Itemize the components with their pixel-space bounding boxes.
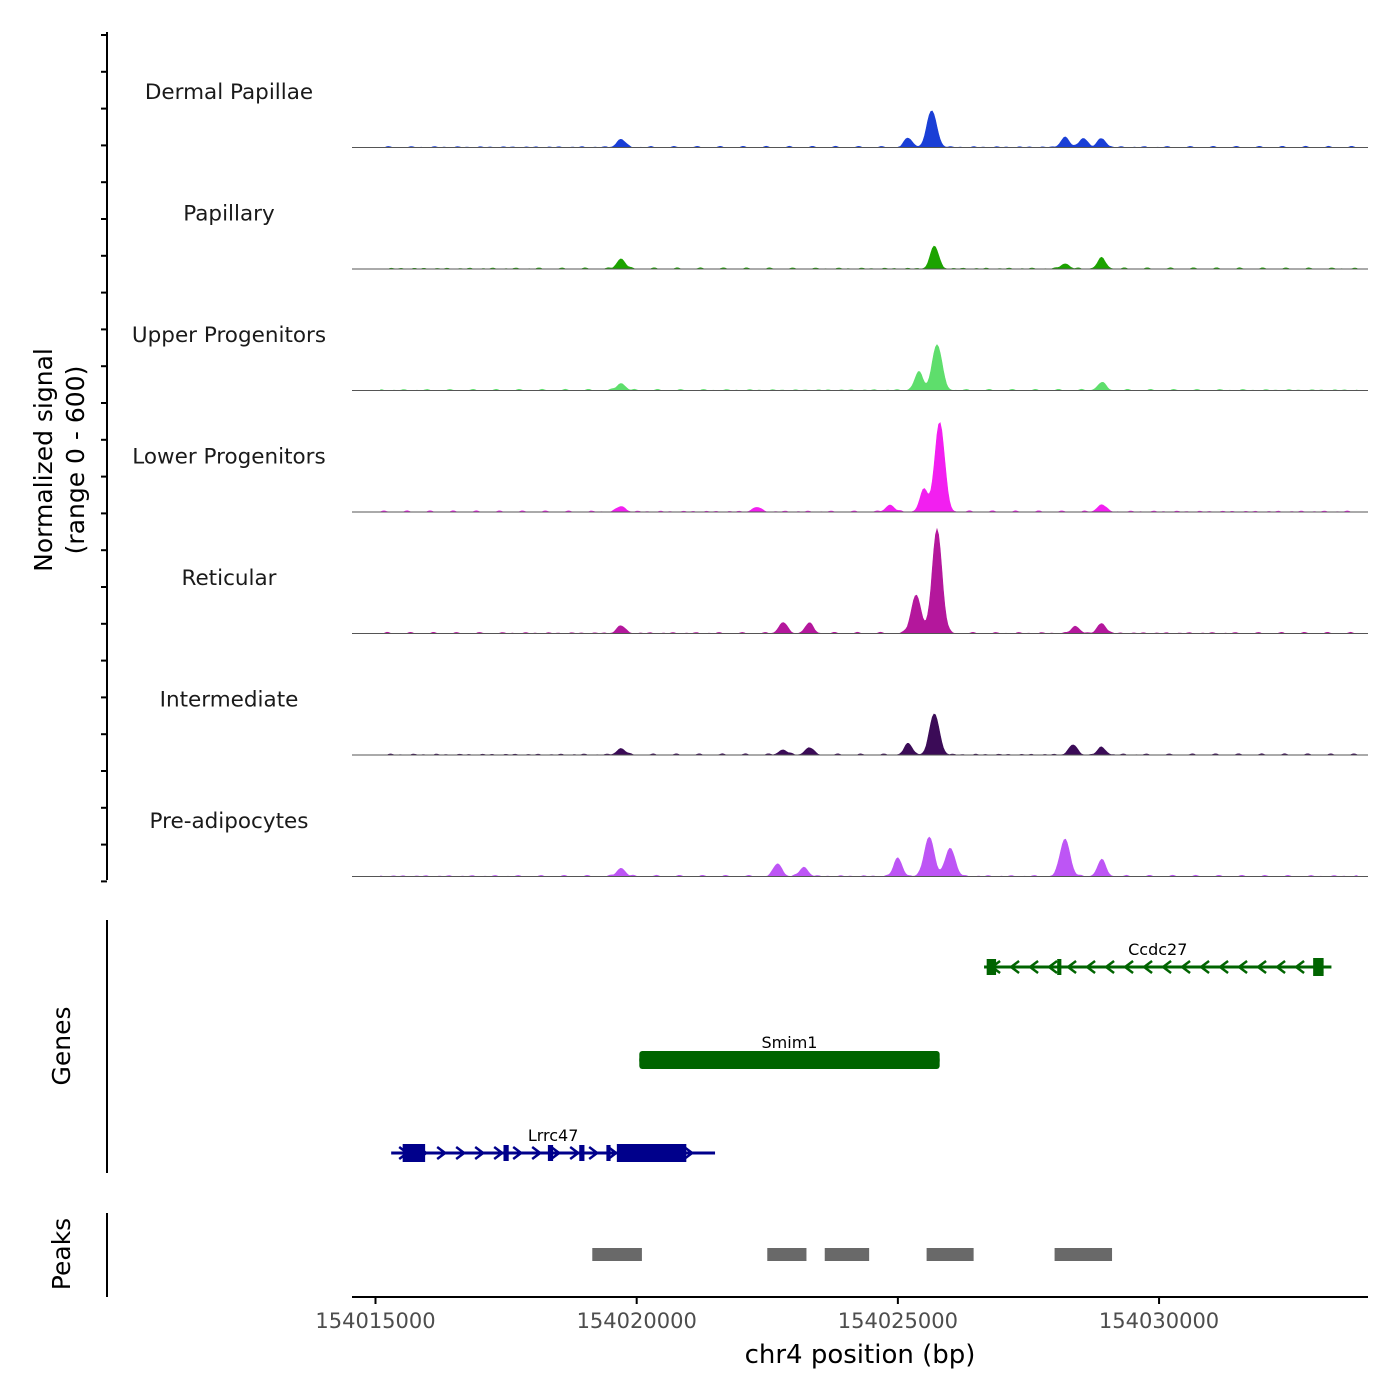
strand-chevron	[436, 1146, 448, 1160]
genes-panel-label: Genes	[47, 1006, 76, 1085]
genes-panel: Ccdc27 Smim1 Lrrc47	[106, 920, 1332, 1173]
signal-area	[380, 110, 1358, 148]
gene-exon	[986, 959, 997, 975]
gene-label: Ccdc27	[1128, 940, 1187, 959]
strand-chevron	[1141, 960, 1153, 974]
strand-chevron	[1046, 960, 1058, 974]
track-label: Intermediate	[160, 688, 299, 713]
strand-chevron	[1255, 960, 1267, 974]
strand-chevron	[512, 1146, 524, 1160]
strand-chevron	[1236, 960, 1248, 974]
peaks-panel	[106, 1213, 1113, 1297]
gene-exon	[639, 1051, 940, 1069]
gene-exon	[1057, 959, 1062, 975]
gene-ccdc27: Ccdc27	[984, 940, 1332, 976]
strand-chevron	[683, 1146, 695, 1160]
track-pre-adipocytes: Pre-adipocytes	[150, 809, 1368, 877]
gene-exon	[606, 1145, 611, 1161]
x-tick-label: 154025000	[838, 1309, 958, 1333]
gene-label: Lrrc47	[528, 1126, 579, 1145]
track-label: Pre-adipocytes	[150, 809, 309, 834]
track-label: Reticular	[181, 566, 276, 591]
x-tick-label: 154015000	[315, 1309, 435, 1333]
strand-chevron	[455, 1146, 467, 1160]
strand-chevron	[1198, 960, 1210, 974]
gene-exon	[1313, 958, 1324, 976]
gene-exon	[547, 1145, 554, 1161]
y-axis-title: Normalized signal	[29, 348, 58, 572]
track-label: Lower Progenitors	[132, 445, 325, 470]
track-upper-progenitors: Upper Progenitors	[132, 323, 1368, 391]
peak-region	[1054, 1248, 1113, 1261]
signal-area	[380, 344, 1359, 391]
x-axis: 154015000 154020000 154025000 154030000	[315, 1296, 1368, 1333]
signal-area	[380, 527, 1358, 634]
peaks-panel-label: Peaks	[47, 1218, 76, 1290]
strand-chevron	[1103, 960, 1115, 974]
signal-area	[380, 422, 1358, 513]
strand-chevron	[607, 1146, 619, 1160]
strand-chevron	[1065, 960, 1077, 974]
strand-chevron	[493, 1146, 505, 1160]
gene-exon	[616, 1144, 687, 1162]
strand-chevron	[1293, 960, 1305, 974]
strand-chevron	[569, 1146, 581, 1160]
strand-chevron	[1084, 960, 1096, 974]
strand-chevron	[550, 1146, 562, 1160]
track-papillary: Papillary	[183, 202, 1368, 270]
peak-region	[767, 1248, 807, 1261]
gene-exon	[579, 1145, 585, 1161]
track-label: Papillary	[183, 202, 275, 227]
strand-chevron	[1122, 960, 1134, 974]
strand-chevron	[474, 1146, 486, 1160]
strand-chevron	[531, 1146, 543, 1160]
gene-lrrc47: Lrrc47	[391, 1126, 716, 1162]
peak-region	[926, 1248, 974, 1261]
track-intermediate: Intermediate	[160, 688, 1368, 756]
strand-chevron	[1217, 960, 1229, 974]
signal-area	[380, 245, 1359, 270]
strand-chevron	[1160, 960, 1172, 974]
peak-region	[824, 1248, 870, 1261]
track-label: Dermal Papillae	[145, 80, 313, 105]
strand-chevron	[588, 1146, 600, 1160]
strand-chevron	[1274, 960, 1286, 974]
x-tick-label: 154020000	[577, 1309, 697, 1333]
strand-chevron	[1008, 960, 1020, 974]
track-reticular: Reticular	[181, 527, 1368, 634]
track-label: Upper Progenitors	[132, 323, 326, 348]
signal-panel: Dermal Papillae Papillary Upper Progenitor…	[101, 32, 1368, 883]
gene-label: Smim1	[762, 1033, 818, 1052]
peak-region	[592, 1248, 642, 1261]
gene-smim1: Smim1	[639, 1033, 940, 1069]
strand-chevron	[1179, 960, 1191, 974]
gene-exon	[402, 1144, 426, 1162]
x-tick-label: 154030000	[1099, 1309, 1219, 1333]
track-lower-progenitors: Lower Progenitors	[132, 422, 1368, 513]
gene-exon	[503, 1145, 509, 1161]
strand-chevron	[1027, 960, 1039, 974]
y-axis-range: (range 0 - 600)	[61, 366, 90, 555]
signal-area	[380, 713, 1358, 756]
track-dermal-papillae: Dermal Papillae	[145, 80, 1368, 148]
x-axis-title: chr4 position (bp)	[745, 1340, 976, 1370]
signal-area	[380, 836, 1359, 877]
